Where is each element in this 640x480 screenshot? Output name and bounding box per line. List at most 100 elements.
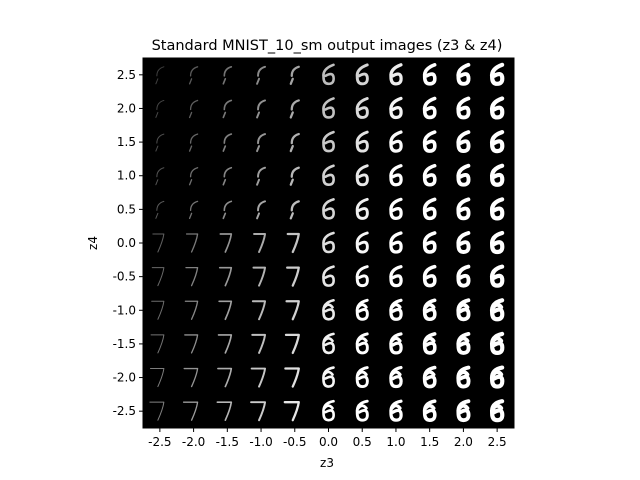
digit-stroke [188, 99, 199, 119]
digit-stroke [355, 96, 369, 119]
digit-cell [422, 332, 437, 355]
digit-cell [217, 367, 233, 388]
digit-cell [422, 231, 437, 254]
y-axis-label: z4 [86, 236, 100, 250]
digit-stroke [389, 365, 403, 389]
digit-stroke [456, 331, 471, 355]
digit-stroke [150, 334, 165, 354]
digit-cell [489, 365, 505, 389]
digit-cell [283, 401, 300, 422]
digit-cell [389, 197, 403, 220]
digit-cell [489, 197, 505, 221]
digit-stroke [389, 164, 403, 187]
digit-cell [355, 96, 369, 119]
digit-stroke [322, 332, 335, 355]
digit-cell [222, 65, 233, 85]
digit-stroke [422, 298, 437, 322]
digit-stroke [185, 266, 199, 287]
digit-stroke [218, 266, 233, 287]
digit-cell [389, 265, 403, 288]
digit-cell [355, 332, 369, 355]
digit-cell [322, 63, 335, 86]
digit-cell [489, 264, 505, 288]
digit-stroke [251, 333, 267, 354]
x-tick-label: -1.0 [249, 435, 272, 449]
digit-stroke [188, 200, 199, 220]
digit-stroke [284, 367, 300, 388]
digit-cell [456, 62, 471, 86]
digit-cell [355, 366, 369, 389]
digit-cell [256, 166, 267, 186]
digit-stroke [185, 233, 199, 253]
digit-cell [284, 333, 300, 355]
digit-stroke [289, 99, 300, 119]
digit-stroke [422, 399, 437, 422]
digit-cell [489, 298, 505, 322]
digit-stroke [456, 298, 471, 322]
digit-cell [489, 331, 505, 356]
digit-cell [286, 266, 300, 287]
digit-stroke [322, 298, 335, 321]
digit-cell [355, 265, 369, 288]
digit-stroke [489, 62, 505, 86]
digit-cell [322, 130, 335, 153]
digit-stroke [322, 97, 335, 119]
digit-stroke [216, 401, 233, 422]
digit-stroke [289, 132, 300, 153]
digit-cell [322, 265, 335, 287]
digit-cell [389, 130, 403, 153]
digit-stroke [188, 133, 199, 152]
digit-cell [289, 166, 300, 186]
digit-stroke [222, 65, 233, 85]
digit-stroke [389, 130, 403, 153]
digit-stroke [250, 401, 267, 422]
digit-cell [251, 300, 267, 321]
digit-cell [289, 200, 300, 220]
digit-cell [456, 130, 471, 154]
digit-cell [256, 200, 267, 220]
digit-cell [289, 132, 300, 153]
digit-cell [489, 399, 505, 423]
digit-stroke [456, 365, 471, 389]
digit-stroke [389, 265, 403, 288]
digit-stroke [489, 331, 505, 356]
digit-cell [422, 163, 437, 187]
digit-cell [489, 62, 505, 86]
y-axis-ticks: 2.5 2.0 1.5 1.0 0.5 0.0 -0.5 -1.0 -1.5 -2.0 -2.5 [113, 68, 143, 418]
digit-stroke [217, 367, 233, 388]
digit-stroke [422, 365, 437, 389]
digit-stroke [285, 300, 300, 321]
digit-cell [322, 332, 335, 355]
digit-stroke [389, 197, 403, 220]
digit-stroke [389, 63, 403, 86]
digit-stroke [155, 99, 165, 118]
digit-stroke [422, 130, 437, 153]
digit-cell [456, 96, 471, 120]
digit-cell [188, 200, 199, 220]
x-tick-label: 1.5 [420, 435, 439, 449]
digit-stroke [489, 197, 505, 221]
digit-cell [489, 96, 505, 120]
digit-stroke [151, 300, 165, 320]
digit-stroke [355, 164, 369, 187]
digit-cell [155, 133, 165, 152]
digit-stroke [182, 401, 199, 421]
digit-stroke [422, 264, 437, 288]
digit-stroke [250, 367, 267, 388]
digit-cell [456, 399, 471, 423]
digit-stroke [355, 197, 369, 220]
digit-stroke [283, 401, 300, 422]
digit-stroke [489, 365, 505, 389]
digit-cell [188, 133, 199, 152]
digit-stroke [322, 198, 335, 220]
digit-cell [322, 198, 335, 220]
digit-cell [355, 231, 369, 254]
digit-cell [422, 130, 437, 153]
digit-stroke [489, 163, 505, 187]
digit-stroke [286, 266, 300, 287]
digit-stroke [218, 300, 233, 321]
digit-cell [149, 368, 165, 388]
digit-cell [389, 231, 403, 254]
digit-stroke [222, 166, 233, 186]
